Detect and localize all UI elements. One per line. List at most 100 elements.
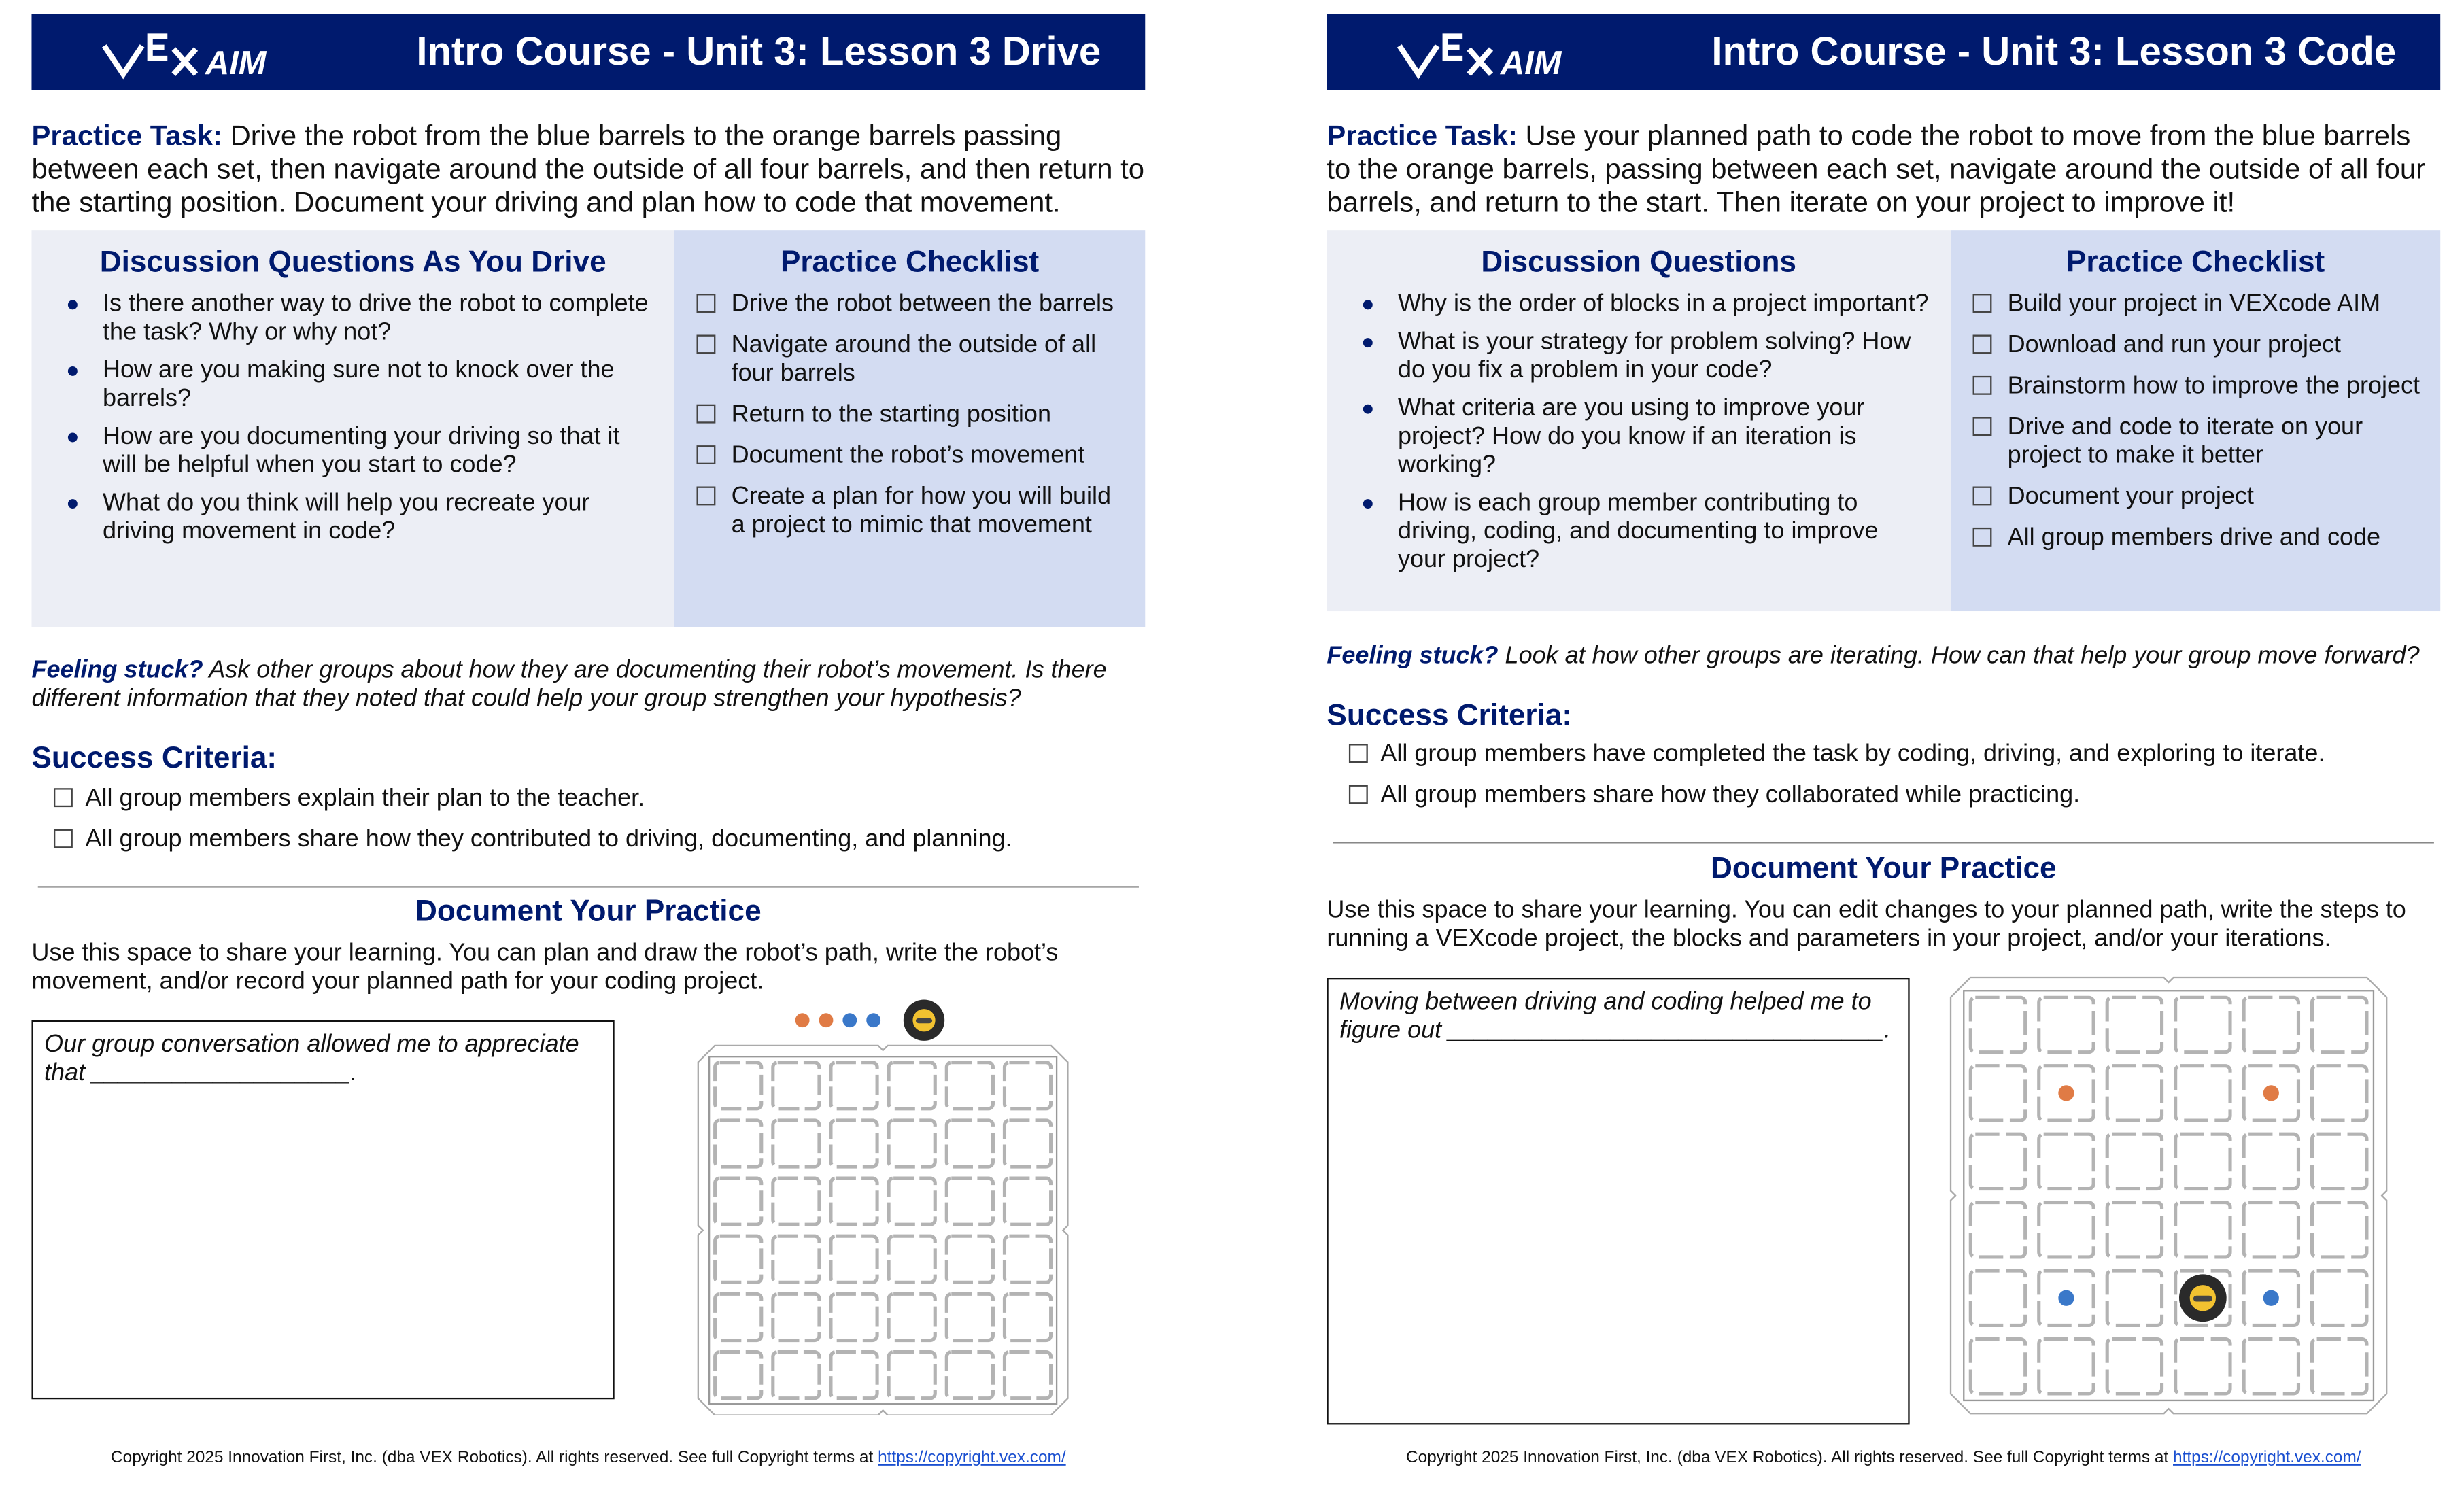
checklist-item[interactable]: Document the robot’s movement: [694, 442, 1127, 470]
checklist-label: Create a plan for how you will build a p…: [731, 483, 1112, 539]
success-title: Success Criteria:: [31, 742, 277, 776]
field-tile: [2037, 995, 2095, 1054]
checkbox[interactable]: [1972, 334, 1992, 354]
checklist-item[interactable]: Brainstorm how to improve the project: [1970, 373, 2421, 401]
checklist-label: Drive and code to iterate on your projec…: [2007, 413, 2363, 469]
field-tile: [944, 1061, 995, 1111]
field-diagram: [697, 999, 1069, 1415]
field-tile: [887, 1176, 937, 1226]
field-tile: [944, 1292, 995, 1343]
header-bar: AIM Intro Course - Unit 3: Lesson 3 Driv…: [31, 14, 1146, 90]
field-border: [1949, 976, 2388, 1415]
robot-eyes: [2193, 1295, 2212, 1302]
field-tile: [887, 1061, 937, 1111]
checkbox[interactable]: [1972, 375, 1992, 395]
checkbox[interactable]: [1348, 785, 1368, 804]
field-tile: [1968, 995, 2027, 1054]
field-tile: [1968, 1337, 2027, 1396]
barrel-blue: [842, 1013, 857, 1028]
copyright-link[interactable]: https://copyright.vex.com/: [878, 1448, 1066, 1468]
success-label: All group members have completed the tas…: [1380, 740, 2325, 768]
checklist-label: Document your project: [2007, 483, 2254, 511]
field-tile: [2242, 1132, 2301, 1191]
checkbox[interactable]: [1972, 294, 1992, 313]
checklist-item[interactable]: Navigate around the outside of all four …: [694, 332, 1127, 389]
success-item[interactable]: All group members explain their plan to …: [53, 778, 1012, 819]
discussion-panel: Discussion Questions Why is the order of…: [1327, 230, 1951, 612]
field-tile: [2310, 1132, 2369, 1191]
checkbox[interactable]: [696, 404, 716, 424]
checklist-label: Drive the robot between the barrels: [731, 290, 1114, 317]
discussion-question: What criteria are you using to improve y…: [1346, 395, 1932, 480]
svg-text:AIM: AIM: [205, 45, 267, 80]
checkbox[interactable]: [1348, 744, 1368, 763]
writing-box[interactable]: Our group conversation allowed me to app…: [31, 1020, 615, 1400]
divider: [37, 886, 1139, 888]
page-title: Intro Course - Unit 3: Lesson 3 Code: [1711, 30, 2397, 75]
barrel-orange: [819, 1013, 834, 1028]
checklist-item[interactable]: Document your project: [1970, 483, 2421, 512]
field-tile: [829, 1061, 879, 1111]
field-tile: [713, 1176, 764, 1226]
field-tile: [1002, 1349, 1053, 1400]
field-tile: [2174, 1201, 2232, 1259]
field-tile: [713, 1349, 764, 1400]
field-tile: [713, 1292, 764, 1343]
practice-task: Practice Task: Drive the robot from the …: [31, 120, 1145, 218]
discussion-title: Discussion Questions: [1481, 246, 1796, 280]
checklist-label: Return to the starting position: [731, 401, 1051, 428]
success-item[interactable]: All group members share how they collabo…: [1348, 776, 2325, 816]
success-item[interactable]: All group members share how they contrib…: [53, 820, 1012, 861]
field-tile: [771, 1118, 821, 1169]
field-tile: [887, 1349, 937, 1400]
checkbox[interactable]: [696, 486, 716, 506]
divider: [1333, 842, 2434, 844]
field-tile: [2310, 1269, 2369, 1327]
checklist-item[interactable]: Build your project in VEXcode AIM: [1970, 290, 2421, 319]
success-list: All group members explain their plan to …: [53, 778, 1012, 861]
checkbox[interactable]: [1972, 486, 1992, 506]
checklist-item[interactable]: Return to the starting position: [694, 401, 1127, 430]
checkbox[interactable]: [696, 294, 716, 313]
field-tile: [2310, 1201, 2369, 1259]
field-tile: [2174, 1269, 2232, 1327]
success-item[interactable]: All group members have completed the tas…: [1348, 734, 2325, 775]
checkbox[interactable]: [696, 334, 716, 354]
checkbox[interactable]: [53, 788, 73, 808]
checklist-panel: Practice Checklist Build your project in…: [1951, 230, 2441, 612]
checklist-item[interactable]: Drive and code to iterate on your projec…: [1970, 414, 2421, 471]
success-label: All group members share how they contrib…: [85, 825, 1012, 853]
field-tile: [2105, 1201, 2164, 1259]
field-tile: [771, 1176, 821, 1226]
checklist-item[interactable]: Drive the robot between the barrels: [694, 290, 1127, 319]
field-tile: [2174, 1132, 2232, 1191]
field-tile: [944, 1176, 995, 1226]
field-tile: [829, 1234, 879, 1284]
field-tile: [829, 1349, 879, 1400]
field-tile: [2242, 995, 2301, 1054]
field-tile: [829, 1176, 879, 1226]
field-inner-border: [1963, 990, 2375, 1402]
checklist-item[interactable]: Create a plan for how you will build a p…: [694, 483, 1127, 540]
copyright-link[interactable]: https://copyright.vex.com/: [2173, 1448, 2361, 1468]
field-tile: [2037, 1132, 2095, 1191]
checkbox[interactable]: [1972, 417, 1992, 436]
writing-box[interactable]: Moving between driving and coding helped…: [1327, 977, 1910, 1425]
field-tile: [1002, 1292, 1053, 1343]
field-tile: [944, 1349, 995, 1400]
checkbox[interactable]: [696, 445, 716, 464]
field-tile: [2242, 1064, 2301, 1122]
field-tile: [1968, 1132, 2027, 1191]
checkbox[interactable]: [1972, 527, 1992, 547]
checklist-item[interactable]: Download and run your project: [1970, 332, 2421, 360]
barrel-orange: [795, 1013, 810, 1028]
field-tile: [713, 1061, 764, 1111]
checklist-item[interactable]: All group members drive and code: [1970, 524, 2421, 553]
checklist-label: Navigate around the outside of all four …: [731, 331, 1097, 388]
success-label: All group members share how they collabo…: [1380, 781, 2081, 809]
field-tile: [2310, 995, 2369, 1054]
discussion-question: How are you documenting your driving so …: [50, 424, 655, 481]
vex-aim-logo: AIM: [1397, 33, 1562, 80]
checkbox[interactable]: [53, 829, 73, 848]
field-tile: [2174, 1337, 2232, 1396]
